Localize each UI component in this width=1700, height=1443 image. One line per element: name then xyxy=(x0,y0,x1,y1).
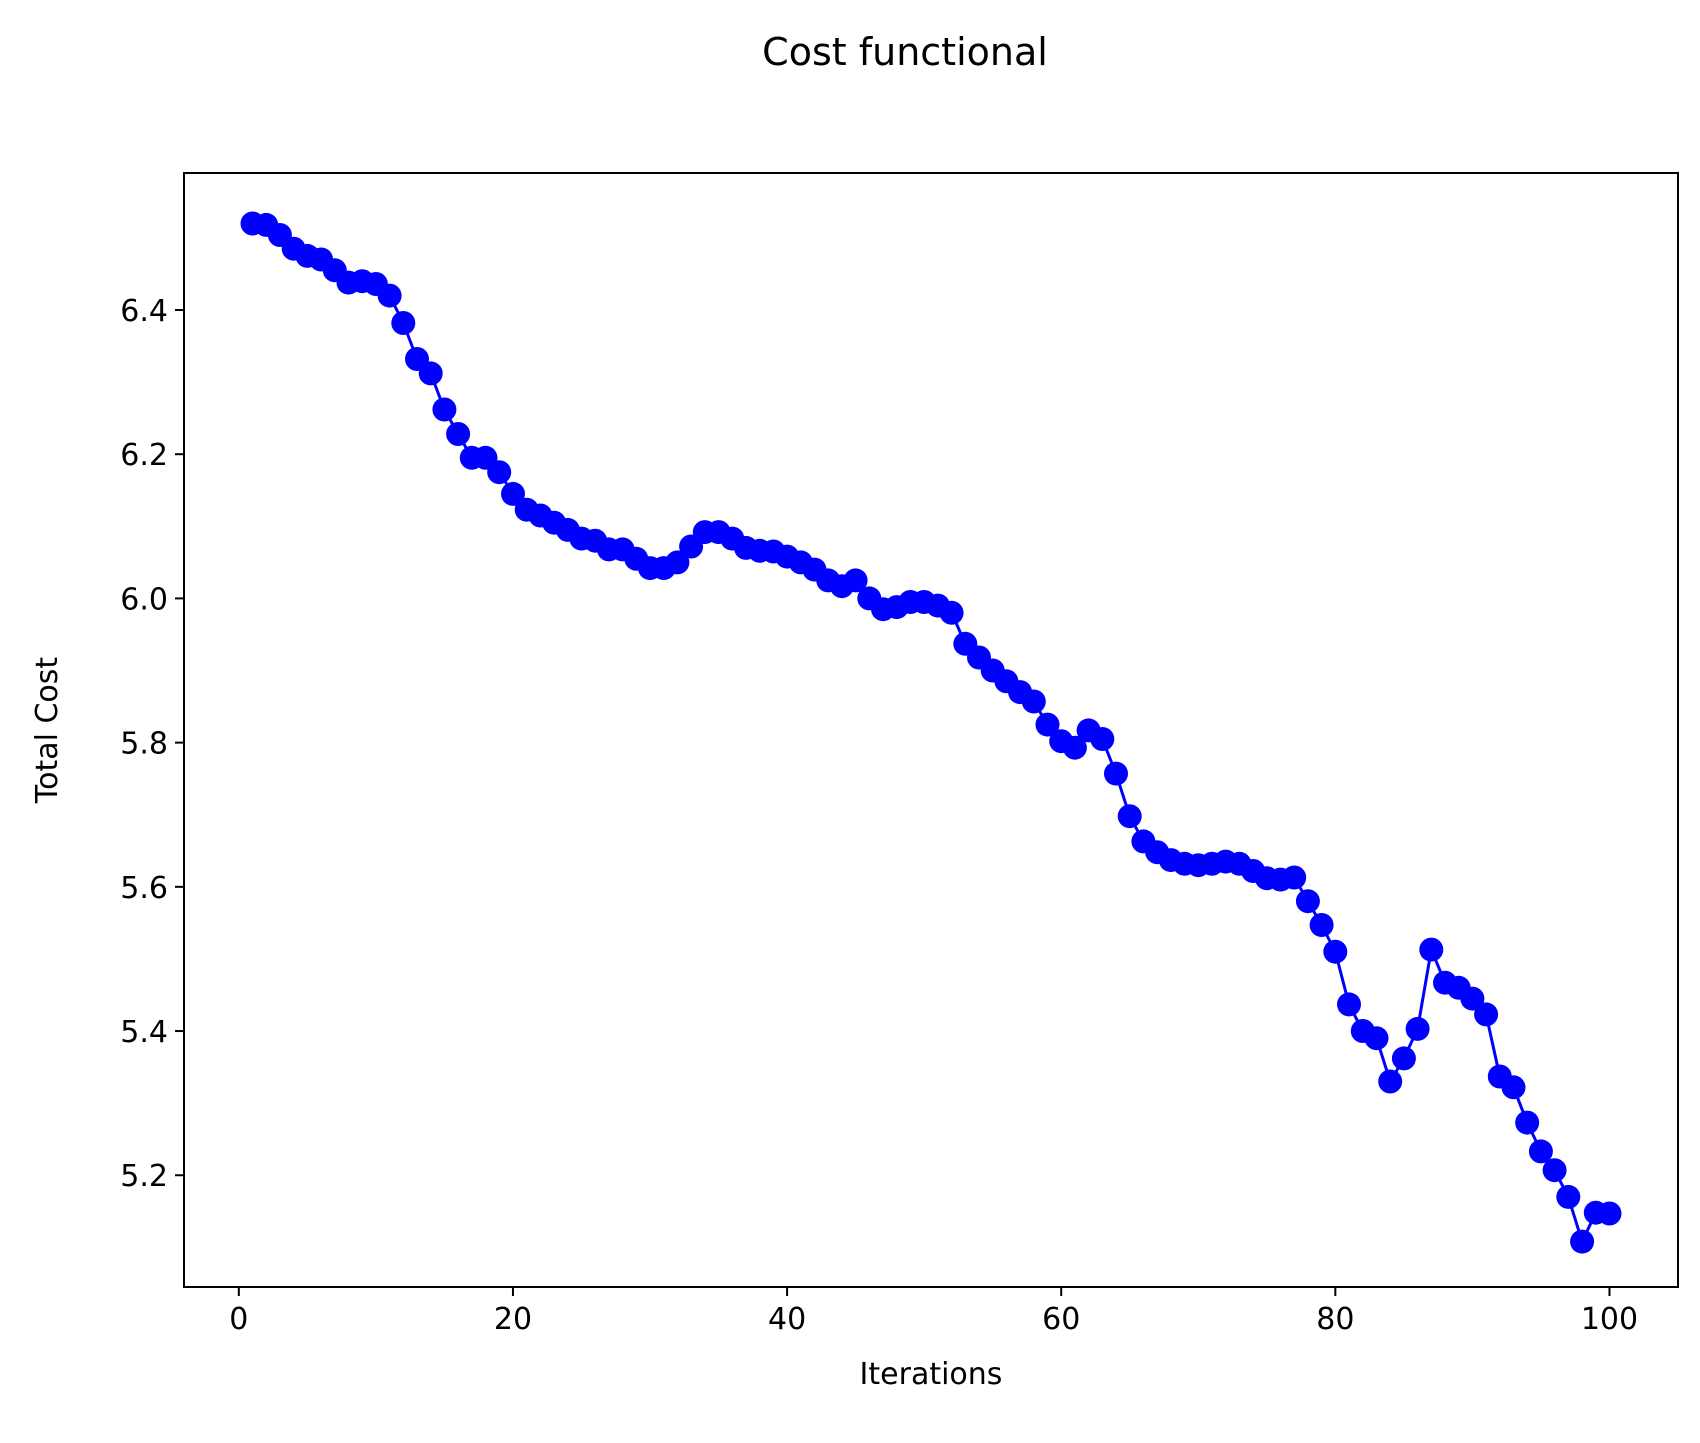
data-point xyxy=(1501,1075,1526,1100)
data-point xyxy=(377,283,402,308)
data-point xyxy=(1062,735,1087,760)
data-point xyxy=(1391,1046,1416,1071)
data-point xyxy=(446,422,471,446)
data-point xyxy=(1295,889,1320,914)
data-point xyxy=(1282,865,1307,890)
data-point xyxy=(843,568,868,593)
data-point xyxy=(1117,804,1142,829)
series-line xyxy=(252,222,1610,1244)
data-point xyxy=(1323,939,1348,964)
plot-data-layer xyxy=(240,211,1622,1254)
data-point xyxy=(1378,1069,1403,1094)
chart-title: Cost functional xyxy=(762,30,1048,74)
data-point xyxy=(1556,1184,1581,1209)
data-point xyxy=(939,600,964,625)
x-tick-label: 20 xyxy=(494,1302,532,1337)
x-tick-label: 80 xyxy=(1316,1302,1354,1337)
data-point xyxy=(1419,937,1444,962)
x-axis-label: Iterations xyxy=(860,1357,1003,1392)
data-point xyxy=(1364,1026,1389,1051)
y-tick-label: 5.2 xyxy=(120,1159,168,1194)
y-tick-label: 5.8 xyxy=(120,727,168,762)
data-point xyxy=(1597,1201,1622,1226)
data-point xyxy=(501,481,525,506)
data-point xyxy=(432,397,457,422)
data-point xyxy=(1515,1110,1540,1135)
data-point xyxy=(1309,913,1334,937)
data-point xyxy=(1090,727,1115,751)
data-point xyxy=(1474,1002,1499,1027)
plot-area-frame xyxy=(183,172,1679,1288)
x-axis-ticks: 0 20 40 60 80 100 xyxy=(229,1287,1638,1337)
data-point xyxy=(1337,992,1361,1017)
data-point xyxy=(487,460,512,485)
data-point xyxy=(391,311,416,335)
y-axis-label: Total Cost xyxy=(30,657,65,805)
data-point xyxy=(1570,1229,1595,1254)
data-point xyxy=(1528,1139,1553,1164)
y-tick-label: 5.4 xyxy=(120,1015,168,1050)
data-point xyxy=(1021,689,1046,714)
y-tick-label: 6.2 xyxy=(120,438,168,473)
data-point xyxy=(1035,712,1060,737)
y-tick-label: 6.0 xyxy=(120,582,168,617)
data-point xyxy=(1460,986,1485,1011)
data-point xyxy=(665,550,690,575)
x-tick-label: 0 xyxy=(229,1302,248,1337)
y-axis-ticks: 5.2 5.4 5.6 5.8 6.0 6.2 6.4 xyxy=(120,294,184,1194)
y-tick-label: 5.6 xyxy=(120,871,168,906)
x-tick-label: 60 xyxy=(1042,1302,1080,1337)
y-tick-label: 6.4 xyxy=(120,294,168,329)
x-tick-label: 40 xyxy=(768,1302,806,1337)
data-point xyxy=(418,361,443,386)
x-tick-label: 100 xyxy=(1581,1302,1638,1337)
data-point xyxy=(1405,1016,1430,1041)
data-point xyxy=(1104,761,1128,786)
data-point xyxy=(1542,1158,1567,1183)
